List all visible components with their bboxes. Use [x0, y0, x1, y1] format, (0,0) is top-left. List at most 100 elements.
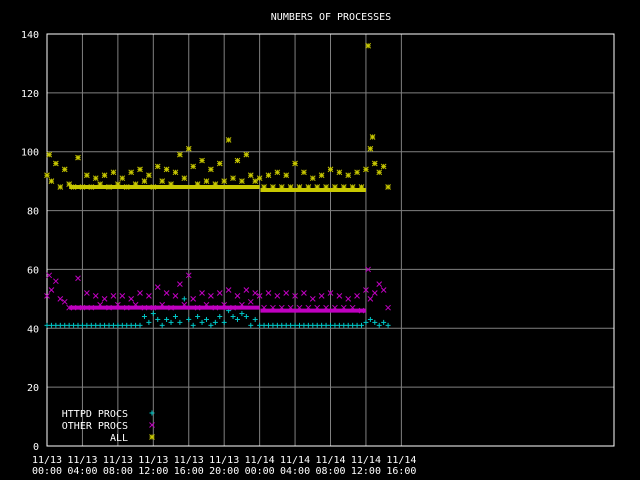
data-point [92, 175, 99, 182]
data-point [57, 184, 64, 190]
data-point [301, 169, 307, 176]
x-tick-time-8: 08:00 [315, 466, 345, 477]
data-point [318, 293, 325, 299]
data-point [230, 175, 236, 182]
data-point [376, 322, 382, 328]
legend-marker-other [149, 422, 155, 428]
x-tick-time-6: 00:00 [245, 466, 275, 477]
data-point [243, 287, 250, 293]
data-point [119, 322, 125, 328]
y-tick-label-140: 140 [21, 30, 39, 41]
data-point [314, 322, 320, 328]
series-other-procs-baseline [69, 305, 366, 313]
x-tick-date-2: 11/13 [103, 455, 133, 466]
x-tick-time-10: 16:00 [386, 466, 416, 477]
data-point [365, 42, 372, 49]
y-tick-label-80: 80 [27, 207, 39, 218]
data-point [252, 316, 258, 322]
data-point [203, 316, 209, 322]
data-point [177, 319, 183, 325]
x-tick-time-7: 04:00 [280, 466, 310, 477]
data-point [163, 166, 170, 173]
data-point [168, 319, 174, 325]
data-point [208, 293, 214, 299]
data-point [57, 322, 63, 328]
data-point [48, 322, 54, 328]
data-point [119, 293, 126, 299]
data-point [274, 322, 280, 328]
data-point [283, 290, 290, 296]
data-point [328, 322, 333, 328]
data-point [371, 290, 378, 296]
data-point [354, 169, 360, 176]
x-tick-time-0: 00:00 [32, 466, 62, 477]
x-tick-time-9: 12:00 [351, 466, 381, 477]
data-point [84, 290, 90, 296]
data-point [354, 293, 360, 299]
data-point [292, 160, 298, 167]
data-point [128, 169, 135, 176]
x-tick-date-5: 11/13 [209, 455, 239, 466]
data-point [190, 322, 196, 328]
data-point [115, 322, 121, 328]
data-point [265, 172, 272, 179]
data-point [155, 316, 161, 322]
x-axis-ticks: 11/1300:0011/1304:0011/1308:0011/1312:00… [32, 455, 416, 477]
data-point [119, 175, 126, 182]
data-point [359, 322, 365, 328]
data-point [257, 322, 263, 328]
x-tick-time-3: 12:00 [138, 466, 168, 477]
data-point [243, 314, 249, 320]
data-point [208, 322, 214, 328]
y-tick-label-40: 40 [27, 324, 39, 335]
legend-marker-httpd [149, 410, 155, 416]
data-point [369, 134, 376, 140]
data-point [234, 293, 241, 299]
data-point [190, 296, 197, 302]
data-point [164, 316, 170, 322]
data-point [128, 296, 135, 302]
series-all-baseline [69, 185, 366, 192]
data-point [217, 314, 223, 320]
data-point [44, 322, 50, 328]
data-point [177, 151, 183, 158]
y-tick-label-20: 20 [27, 383, 39, 394]
series-httpd-procs [44, 296, 391, 328]
data-point [323, 322, 329, 328]
data-point [283, 172, 290, 179]
legend-marker-all [149, 434, 155, 440]
data-point [141, 314, 147, 320]
data-point [252, 178, 259, 184]
data-point [199, 157, 205, 164]
data-point [216, 160, 223, 167]
y-tick-label-120: 120 [21, 89, 39, 100]
data-point [216, 290, 223, 296]
data-point [239, 178, 245, 184]
data-point [84, 172, 90, 179]
x-tick-time-5: 20:00 [209, 466, 239, 477]
chart-title: NUMBERS OF PROCESSES [271, 12, 391, 23]
data-point [110, 322, 116, 328]
data-point [367, 316, 373, 322]
data-point [203, 178, 210, 184]
x-tick-date-8: 11/14 [315, 455, 345, 466]
data-point [185, 145, 192, 152]
data-point [336, 169, 343, 176]
data-point [208, 166, 214, 173]
data-point [243, 151, 250, 158]
data-point [75, 154, 81, 161]
data-point [363, 287, 369, 293]
data-point [354, 322, 360, 328]
data-point [159, 322, 165, 328]
data-point [128, 322, 134, 328]
data-point [336, 322, 342, 328]
x-tick-time-4: 16:00 [174, 466, 204, 477]
data-point [172, 314, 178, 320]
data-point [270, 322, 276, 328]
data-point [265, 290, 272, 296]
y-tick-label-60: 60 [27, 265, 39, 276]
x-tick-date-9: 11/14 [351, 455, 381, 466]
data-point [274, 293, 281, 299]
data-point [385, 322, 391, 328]
